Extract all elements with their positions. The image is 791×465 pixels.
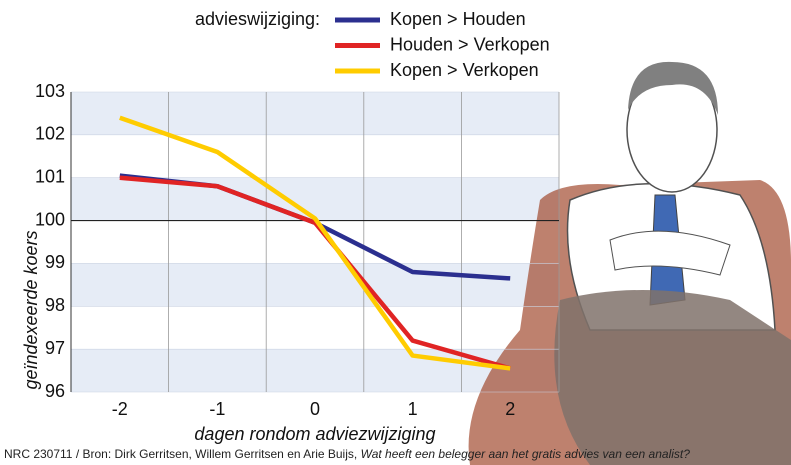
y-tick-label: 96: [45, 381, 65, 401]
legend: Kopen > Houden Houden > Verkopen Kopen > V…: [335, 9, 550, 80]
y-tick-label: 97: [45, 338, 65, 358]
x-tick-label: -2: [112, 399, 128, 419]
source: NRC 230711 / Bron: Dirk Gerritsen, Wille…: [4, 447, 690, 461]
grid-band: [71, 135, 559, 178]
legend-label: Houden > Verkopen: [390, 34, 550, 54]
source-text: NRC 230711 / Bron: Dirk Gerritsen, Wille…: [4, 447, 357, 461]
y-tick-label: 103: [35, 81, 65, 101]
y-tick-label: 98: [45, 295, 65, 315]
y-tick-label: 101: [35, 166, 65, 186]
source-title: Wat heeft een belegger aan het gratis ad…: [361, 447, 691, 461]
x-tick-label: -1: [209, 399, 225, 419]
legend-title: advieswijziging:: [195, 9, 320, 29]
grid-band: [71, 178, 559, 221]
grid-band: [71, 221, 559, 264]
legend-label: Kopen > Houden: [390, 9, 526, 29]
x-tick-label: 2: [505, 399, 515, 419]
x-tick-label: 0: [310, 399, 320, 419]
grid-band: [71, 306, 559, 349]
x-tick-label: 1: [408, 399, 418, 419]
chart: 96 97 98 99 100 101 102 103 -2 -1 0 1 2 advieswijzig…: [0, 0, 791, 465]
grid-band: [71, 263, 559, 306]
x-axis-label: dagen rondom adviezwijziging: [194, 424, 435, 444]
y-tick-label: 102: [35, 124, 65, 144]
plot-background: [71, 92, 559, 392]
y-tick-label: 99: [45, 252, 65, 272]
legend-label: Kopen > Verkopen: [390, 60, 539, 80]
y-tick-label: 100: [35, 209, 65, 229]
y-axis-label: geïndexeerde koers: [21, 230, 41, 389]
